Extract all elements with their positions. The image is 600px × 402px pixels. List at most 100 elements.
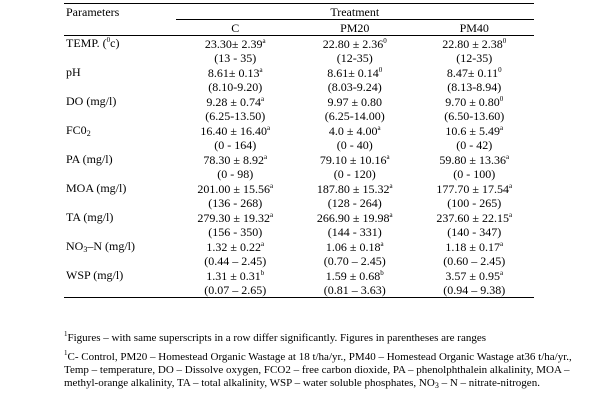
pm40-mean: 3.57 ± 0.95 bbox=[445, 268, 500, 283]
c-mean-cell: 16.40 ± 16.40a bbox=[176, 123, 295, 138]
pm40-superscript: a bbox=[508, 181, 513, 190]
footnote-2: 1C- Control, PM20 – Homestead Organic Wa… bbox=[64, 350, 584, 390]
pm20-mean: 266.90 ± 19.98 bbox=[316, 210, 390, 225]
pm20-mean-cell: 266.90 ± 19.98a bbox=[295, 210, 414, 225]
table-row: MOA (mg/l) 201.00 ± 15.56a 187.80 ± 15.32 a… bbox=[64, 181, 534, 196]
table-header-row-1: Parameters Treatment bbox=[64, 3, 534, 20]
header-pm20: PM20 bbox=[295, 19, 415, 36]
c-superscript: a bbox=[264, 152, 268, 161]
parameter-cell: MOA (mg/l) bbox=[64, 181, 176, 210]
parameter-name: TA (mg/l) bbox=[66, 210, 114, 224]
pm20-mean-cell: 22.80 ± 2.360 bbox=[295, 36, 414, 52]
table-row: TA (mg/l) 279.30 ± 19.32a 266.90 ± 19.98a 2… bbox=[64, 210, 534, 225]
c-mean: 78.30 ± 8.92 bbox=[203, 152, 264, 167]
pm20-range: (12-35) bbox=[336, 51, 373, 65]
footnote-1-marker: 1 bbox=[64, 330, 68, 338]
pm20-range: (6.25-14.00) bbox=[324, 109, 385, 123]
pm40-mean: 8.47± 0.11 bbox=[446, 65, 499, 80]
pm40-mean-cell: 177.70 ± 17.54a bbox=[414, 181, 534, 196]
table-row-range: (8.10-9.20) (8.03-9.24) (8.13-8.94) bbox=[64, 80, 534, 94]
c-range: (0.07 – 2.65) bbox=[175, 283, 295, 298]
pm20-range: (0 - 40) bbox=[336, 138, 373, 152]
parameter-name: MOA (mg/l) bbox=[66, 181, 127, 195]
table-header-row-2: C PM20 PM40 bbox=[64, 19, 534, 36]
pm40-range: (12-35) bbox=[456, 51, 493, 65]
parameter-cell: TEMP. (0c) bbox=[64, 36, 176, 66]
pm20-mean: 187.80 ± 15.32 bbox=[316, 181, 390, 196]
c-range: (0.44 – 2.45) bbox=[204, 254, 267, 268]
pm20-mean: 8.61± 0.14 bbox=[327, 65, 379, 80]
pm40-mean: 1.18 ± 0.17 bbox=[445, 239, 500, 254]
parameter-name: PA (mg/l) bbox=[66, 152, 113, 166]
pm20-superscript: b bbox=[380, 268, 384, 277]
table-row: pH 8.61± 0.13a 8.61± 0.140 8.47± 0.110 bbox=[64, 65, 534, 80]
table-row: PA (mg/l) 78.30 ± 8.92a 79.10 ± 10.16a 59.8… bbox=[64, 152, 534, 167]
parameter-name: pH bbox=[66, 65, 81, 79]
pm20-mean-cell: 9.97 ± 0.80 bbox=[295, 94, 414, 109]
table-row-range: (0 - 164) (0 - 40) (0 - 42) bbox=[64, 138, 534, 152]
pm40-mean: 59.80 ± 13.36 bbox=[439, 152, 506, 167]
parameter-cell: TA (mg/l) bbox=[64, 210, 176, 239]
pm40-mean: 10.6 ± 5.49 bbox=[445, 123, 500, 138]
pm20-superscript: 0 bbox=[378, 65, 383, 74]
table-row: FC02 16.40 ± 16.40a 4.0 ± 4.00a 10.6 ± 5.49… bbox=[64, 123, 534, 138]
c-superscript: a bbox=[261, 239, 265, 248]
parameter-cell: WSP (mg/l) bbox=[64, 268, 176, 298]
table-row: NO3–N (mg/l) 1.32 ± 0.22a 1.06 ± 0.18a 1.18… bbox=[64, 239, 534, 254]
pm20-superscript: a bbox=[377, 123, 381, 132]
pm40-mean-cell: 9.70 ± 0.800 bbox=[414, 94, 534, 109]
parameter-cell: PA (mg/l) bbox=[64, 152, 176, 181]
pm40-superscript: 0 bbox=[498, 65, 502, 74]
pm40-range: (100 - 265) bbox=[447, 196, 502, 210]
c-range: (13 - 35) bbox=[214, 51, 257, 65]
c-mean: 1.31 ± 0.31 bbox=[206, 268, 261, 283]
pm20-range: (144 - 331) bbox=[327, 225, 382, 239]
pm20-mean: 1.59 ± 0.68 bbox=[325, 268, 381, 283]
parameter-name: FC0 bbox=[66, 123, 87, 137]
footnote-2-text: C- Control, PM20 – Homestead Organic Was… bbox=[64, 351, 572, 389]
pm40-mean: 237.60 ± 22.15 bbox=[436, 210, 509, 225]
pm40-range: (6.50-13.60) bbox=[444, 109, 505, 123]
c-mean-cell: 8.61± 0.13a bbox=[176, 65, 295, 80]
pm20-range: (0.70 – 2.45) bbox=[323, 254, 386, 268]
pm40-mean-cell: 1.18 ± 0.17a bbox=[414, 239, 534, 254]
pm20-mean-cell: 1.59 ± 0.68b bbox=[295, 268, 414, 283]
pm20-range: (0 - 120) bbox=[333, 167, 376, 181]
pm40-range: (0 - 42) bbox=[456, 138, 493, 152]
c-superscript: a bbox=[262, 36, 266, 45]
pm40-superscript: a bbox=[505, 152, 510, 161]
c-mean-cell: 23.30± 2.39a bbox=[176, 36, 295, 52]
header-blank bbox=[64, 19, 176, 36]
table-row-range: (0.44 – 2.45) (0.70 – 2.45) (0.60 – 2.45) bbox=[64, 254, 534, 268]
c-superscript: a bbox=[267, 123, 271, 132]
header-parameters: Parameters bbox=[64, 3, 176, 20]
pm20-range: (8.03-9.24) bbox=[327, 80, 382, 94]
pm20-mean: 22.80 ± 2.36 bbox=[322, 36, 384, 51]
pm20-range: (128 - 264) bbox=[327, 196, 382, 210]
pm40-mean: 9.70 ± 0.80 bbox=[445, 94, 500, 109]
c-mean-cell: 201.00 ± 15.56a bbox=[176, 181, 295, 196]
parameter-superscript: 0 bbox=[106, 36, 111, 44]
table-row-range: (136 - 268) (128 - 264) (100 - 265) bbox=[64, 196, 534, 210]
pm40-superscript: a bbox=[499, 239, 504, 248]
c-superscript: a bbox=[270, 210, 274, 219]
c-mean-cell: 1.31 ± 0.31b bbox=[176, 268, 295, 283]
pm20-range: (0.81 – 3.63) bbox=[295, 283, 415, 298]
parameter-cell: NO3–N (mg/l) bbox=[64, 239, 176, 268]
parameter-subscript: 3 bbox=[83, 245, 88, 254]
pm40-range: (140 - 347) bbox=[447, 225, 502, 239]
table-row-range: (6.25-13.50) (6.25-14.00) (6.50-13.60) bbox=[64, 109, 534, 123]
pm20-mean-cell: 8.61± 0.140 bbox=[295, 65, 414, 80]
pm20-superscript: a bbox=[380, 239, 384, 248]
pm40-range: (0 - 100) bbox=[453, 167, 496, 181]
pm40-mean-cell: 22.80 ± 2.380 bbox=[414, 36, 534, 52]
c-mean: 279.30 ± 19.32 bbox=[197, 210, 270, 225]
c-mean-cell: 279.30 ± 19.32a bbox=[176, 210, 295, 225]
parameter-name: WSP (mg/l) bbox=[66, 268, 124, 282]
c-range: (6.25-13.50) bbox=[205, 109, 266, 123]
header-c: C bbox=[175, 19, 295, 36]
pm40-mean-cell: 10.6 ± 5.49a bbox=[414, 123, 534, 138]
table-body: TEMP. (0c) 23.30± 2.39a 22.80 ± 2.360 22.80… bbox=[64, 36, 534, 298]
c-superscript: a bbox=[270, 181, 274, 190]
c-mean: 23.30± 2.39 bbox=[204, 36, 263, 51]
